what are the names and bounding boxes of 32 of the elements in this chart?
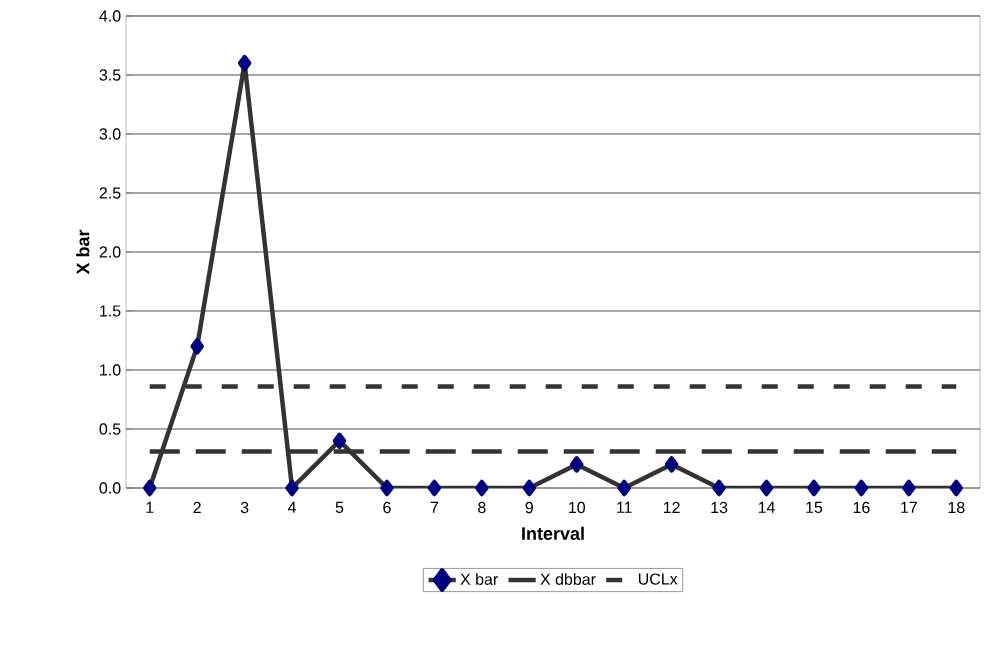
x-tick-label: 4 — [287, 501, 297, 513]
y-tick-label: 3.5 — [99, 69, 121, 81]
x-tick-label: 6 — [383, 501, 391, 514]
x-tick-label: 13 — [711, 501, 728, 514]
x-tick-label: 9 — [525, 501, 533, 514]
y-tick-label: 1.5 — [100, 305, 121, 317]
legend-label: X bar — [460, 573, 498, 585]
y-tick-label: 3.0 — [99, 128, 121, 140]
x-tick-label: 1 — [146, 501, 154, 513]
x-tick-label: 12 — [663, 501, 680, 514]
y-tick-label: 4.0 — [99, 10, 121, 22]
x-axis-title: Interval — [522, 526, 584, 540]
y-tick-label: 1.0 — [100, 364, 121, 376]
legend-label: X dbbar — [540, 573, 596, 585]
y-tick-label: 0.5 — [99, 423, 121, 435]
x-tick-label: 8 — [478, 501, 486, 514]
x-tick-label: 7 — [430, 501, 439, 513]
x-tick-label: 17 — [901, 501, 917, 513]
y-tick-label: 2.0 — [99, 246, 121, 258]
x-tick-label: 11 — [617, 501, 632, 513]
x-tick-label: 18 — [948, 501, 965, 514]
x-tick-label: 10 — [569, 501, 586, 514]
x-tick-label: 3 — [240, 501, 249, 514]
x-tick-label: 15 — [806, 501, 823, 514]
x-tick-label: 5 — [335, 501, 344, 514]
x-tick-label: 16 — [853, 501, 870, 514]
y-tick-label: 2.5 — [99, 187, 121, 199]
x-tick-label: 2 — [193, 501, 201, 514]
legend-label: UCLx — [638, 573, 678, 585]
y-tick-label: 0.0 — [99, 482, 121, 494]
y-axis-title: X bar — [76, 229, 90, 275]
x-tick-label: 14 — [758, 501, 775, 513]
